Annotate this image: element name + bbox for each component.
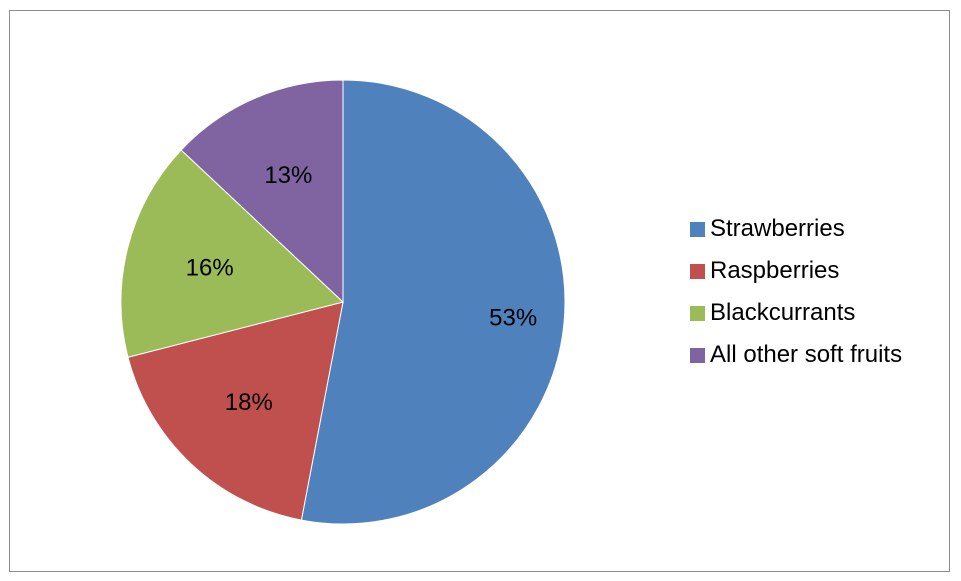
data-label-other-soft-fruits: 13% (264, 162, 312, 189)
legend-item-other-soft-fruits: All other soft fruits (690, 334, 902, 376)
legend-swatch-raspberries (690, 263, 705, 279)
legend-item-strawberries: Strawberries (690, 208, 902, 250)
legend-label-raspberries: Raspberries (710, 257, 840, 284)
legend-label-strawberries: Strawberries (710, 215, 845, 242)
pie-slice-strawberries (300, 79, 566, 525)
legend-swatch-other-soft-fruits (690, 347, 705, 363)
legend-label-blackcurrants: Blackcurrants (710, 299, 856, 326)
legend-label-other-soft-fruits: All other soft fruits (710, 341, 903, 368)
pie-slice-raspberries (127, 301, 344, 521)
pie-slice-other-soft-fruits (180, 79, 344, 304)
data-label-blackcurrants: 16% (186, 254, 234, 281)
data-label-strawberries: 53% (489, 305, 537, 332)
legend-item-raspberries: Raspberries (690, 250, 902, 292)
legend-swatch-blackcurrants (690, 305, 705, 321)
legend-swatch-strawberries (690, 221, 705, 237)
data-label-raspberries: 18% (225, 389, 273, 416)
pie-slice-blackcurrants (120, 149, 345, 358)
legend: Strawberries Raspberries Blackcurrants A… (690, 208, 902, 376)
legend-item-blackcurrants: Blackcurrants (690, 292, 902, 334)
